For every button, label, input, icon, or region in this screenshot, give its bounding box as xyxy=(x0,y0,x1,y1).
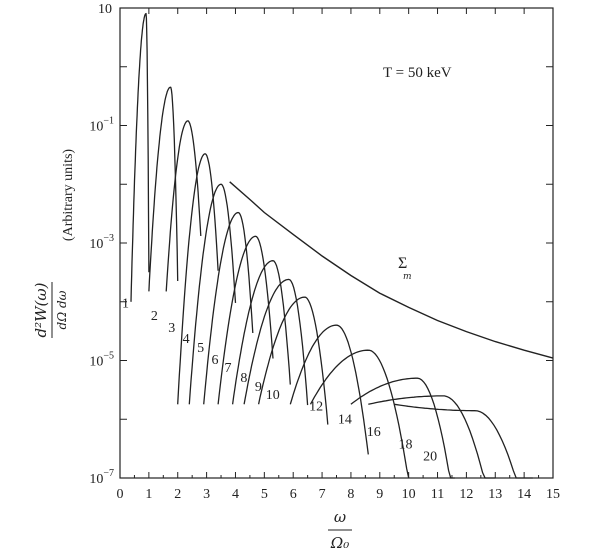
harmonic-curve-14 xyxy=(309,349,410,479)
harmonic-label-6: 6 xyxy=(212,353,219,368)
harmonic-curve-1 xyxy=(130,12,150,302)
y-axis-label-denominator: dΩ dω xyxy=(55,290,69,329)
harmonic-label-12: 12 xyxy=(309,400,323,415)
x-tick-label: 4 xyxy=(232,487,239,502)
harmonic-curve-8 xyxy=(231,260,291,405)
y-tick-label: 10−7 xyxy=(89,468,114,487)
x-tick-label: 1 xyxy=(145,487,152,502)
harmonic-label-9: 9 xyxy=(255,380,262,395)
y-tick-label: 10−1 xyxy=(89,116,114,135)
curves-group xyxy=(130,12,554,479)
harmonic-label-20: 20 xyxy=(423,449,437,464)
x-tick-label: 15 xyxy=(546,487,560,502)
harmonic-curve-7 xyxy=(217,235,274,405)
sum-symbol: Σ xyxy=(398,255,407,272)
x-tick-label: 0 xyxy=(117,487,124,502)
x-axis-label-numerator: ω xyxy=(334,508,346,526)
x-tick-label: 5 xyxy=(261,487,268,502)
harmonic-label-7: 7 xyxy=(225,361,232,376)
harmonic-curve-12 xyxy=(289,324,369,455)
x-tick-label: 6 xyxy=(290,487,297,502)
sum-curve xyxy=(229,181,554,359)
harmonic-label-10: 10 xyxy=(266,388,280,403)
y-axis-label-group: d²W(ω) dΩ dω (Arbitrary units) xyxy=(32,149,76,338)
harmonic-label-3: 3 xyxy=(168,321,175,336)
harmonic-curve-20 xyxy=(394,403,533,479)
x-tick-label: 13 xyxy=(488,487,502,502)
harmonic-curve-3 xyxy=(165,120,202,292)
harmonic-label-16: 16 xyxy=(367,425,381,440)
plot-frame xyxy=(119,7,554,479)
x-tick-label: 12 xyxy=(459,487,473,502)
harmonic-curve-6 xyxy=(203,211,254,405)
x-tick-label: 3 xyxy=(203,487,210,502)
y-tick-label: 10−5 xyxy=(89,351,114,370)
y-tick-label: 10−3 xyxy=(89,233,114,252)
harmonic-curve-16 xyxy=(350,377,455,479)
harmonic-curve-4 xyxy=(177,153,219,405)
harmonic-label-1: 1 xyxy=(122,297,129,312)
harmonic-label-18: 18 xyxy=(399,438,413,453)
x-tick-label: 11 xyxy=(431,487,444,502)
x-tick-label: 14 xyxy=(517,487,531,502)
x-tick-label: 2 xyxy=(174,487,181,502)
y-axis-label-units: (Arbitrary units) xyxy=(61,149,76,241)
labels-group: T = 50 keV Σ m ω Ω₀ d²W(ω) dΩ dω (Arbitr… xyxy=(32,65,452,552)
harmonic-curve-9 xyxy=(243,278,309,406)
harmonic-label-14: 14 xyxy=(338,413,352,428)
x-tick-label: 8 xyxy=(347,487,354,502)
x-tick-label: 10 xyxy=(402,487,416,502)
x-axis-label-denominator: Ω₀ xyxy=(330,534,349,552)
y-tick-label: 10 xyxy=(98,2,112,17)
x-tick-label: 9 xyxy=(376,487,383,502)
harmonic-curve-5 xyxy=(188,183,237,405)
x-tick-label: 7 xyxy=(319,487,326,502)
harmonic-label-4: 4 xyxy=(183,332,190,347)
harmonic-curve-18 xyxy=(368,395,496,479)
harmonic-label-8: 8 xyxy=(240,371,247,386)
temperature-annotation: T = 50 keV xyxy=(383,65,452,81)
harmonic-curve-2 xyxy=(148,86,179,292)
harmonic-label-5: 5 xyxy=(197,341,204,356)
harmonic-curve-10 xyxy=(257,296,329,425)
sum-subscript: m xyxy=(403,272,412,282)
harmonic-label-2: 2 xyxy=(151,309,158,324)
y-axis-label-numerator: d²W(ω) xyxy=(32,282,50,337)
